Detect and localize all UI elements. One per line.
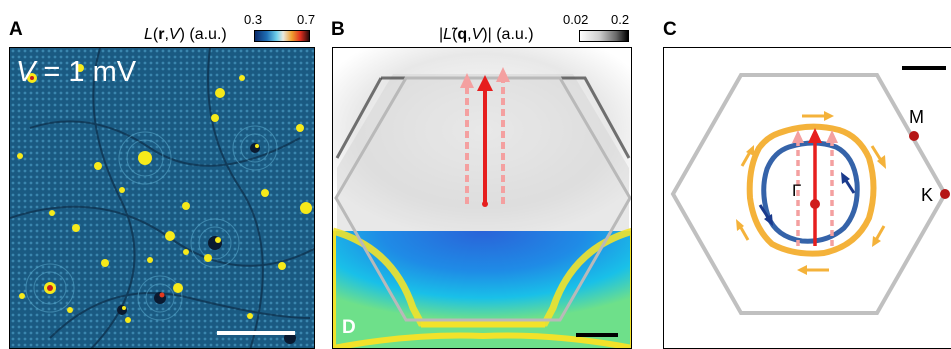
k-label: K bbox=[921, 185, 934, 205]
panel-a-colorbar bbox=[254, 30, 310, 42]
panel-d-simulation bbox=[333, 231, 631, 348]
panel-c-brillouin-zone bbox=[670, 73, 948, 315]
spin-arrows-navy bbox=[758, 172, 856, 226]
panel-a-colorbar-max: 0.7 bbox=[297, 12, 316, 27]
gamma-point bbox=[810, 199, 820, 209]
panel-d-letter: D bbox=[342, 317, 356, 338]
panel-b-fourier-map: D bbox=[332, 47, 632, 349]
panel-a-map-graphic bbox=[10, 48, 314, 348]
spin-arrows-orange bbox=[736, 111, 886, 275]
panel-d-scale-bar bbox=[576, 333, 618, 337]
panel-b-letter: B bbox=[331, 19, 345, 40]
k-point bbox=[940, 189, 950, 199]
impurity-spots bbox=[17, 64, 312, 323]
defect-cores bbox=[30, 76, 296, 344]
panel-a-colorbar-label: L(r,V) (a.u.) bbox=[144, 26, 227, 43]
panel-a-spectroscopic-map: V = 1 mV bbox=[9, 47, 315, 349]
panel-a-bias-label: V = 1 mV bbox=[16, 56, 137, 88]
panel-c-letter: C bbox=[663, 19, 677, 40]
ripple-rings bbox=[25, 125, 278, 321]
inner-fermi-surface bbox=[761, 140, 860, 244]
domain-wall-lines bbox=[10, 48, 314, 348]
outer-fermi-surface bbox=[746, 123, 877, 257]
panel-b-colorbar-label: |L̃(q,V)| (a.u.) bbox=[439, 26, 534, 43]
panel-b-graphic bbox=[333, 48, 631, 348]
panel-b-brillouin-zone bbox=[334, 76, 631, 322]
gamma-label: Γ bbox=[792, 181, 802, 200]
panel-c-scale-bar bbox=[902, 66, 946, 70]
panel-b-scattering-vectors bbox=[460, 67, 510, 207]
panel-b-colorbar bbox=[579, 30, 629, 42]
panel-b-colorbar-min: 0.02 bbox=[563, 12, 589, 27]
m-label: M bbox=[909, 107, 924, 127]
panel-a-scale-bar bbox=[217, 331, 295, 335]
panel-b-colorbar-max: 0.2 bbox=[611, 12, 630, 27]
panel-a-colorbar-min: 0.3 bbox=[244, 12, 263, 27]
panel-a-letter: A bbox=[9, 19, 23, 40]
panel-c-schematic: Γ M K bbox=[663, 47, 951, 349]
panel-c-scattering-vectors bbox=[792, 128, 838, 246]
m-point bbox=[909, 131, 919, 141]
panel-c-graphic bbox=[670, 66, 950, 315]
